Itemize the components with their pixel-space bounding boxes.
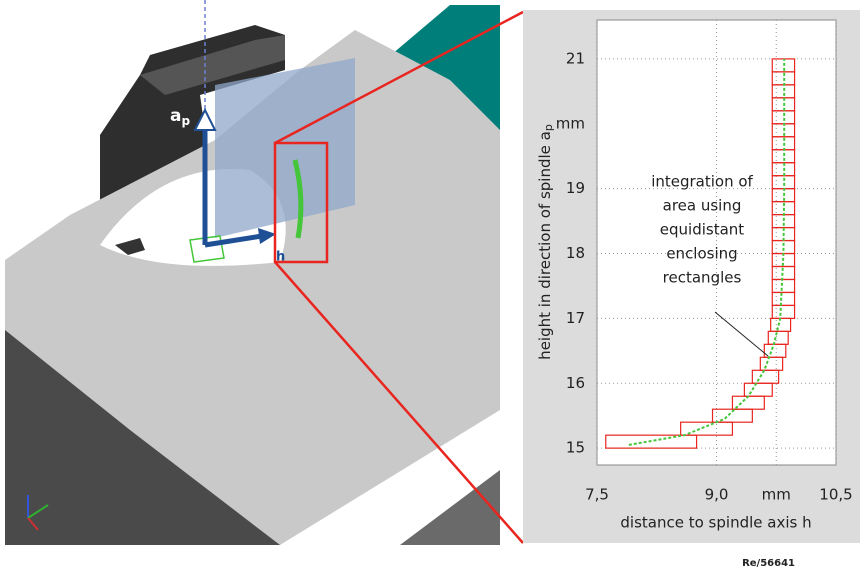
x-tick-label: 9,0: [705, 486, 729, 504]
annotation: rectangles: [663, 269, 742, 287]
x-tick-label: mm: [762, 486, 791, 504]
y-axis-label-sub: p: [542, 124, 555, 131]
y-axis-label-main: height in direction of spindle a: [536, 131, 554, 360]
y-tick-label: 17: [566, 309, 585, 327]
x-tick-label: 7,5: [585, 486, 609, 504]
y-axis-label: height in direction of spindle ap: [536, 124, 556, 360]
y-tick-label: 21: [566, 49, 585, 67]
ap-label-sub: p: [181, 114, 190, 128]
annotation: equidistant: [660, 221, 745, 239]
annotation: integration of: [651, 173, 753, 191]
annotation: area using: [663, 197, 742, 215]
y-tick-label: 18: [566, 244, 585, 262]
scene: ap h: [0, 0, 523, 545]
annotation: enclosing: [666, 245, 737, 263]
figure: ap h height in direction of spindle ap d…: [0, 0, 868, 573]
y-tick-label: mm: [556, 114, 585, 132]
figure-id: Re/56641: [742, 558, 795, 569]
x-tick-label: 10,5: [819, 486, 852, 504]
y-tick-label: 16: [566, 374, 585, 392]
ap-label-main: a: [170, 106, 181, 126]
x-axis-label: distance to spindle axis h: [620, 514, 811, 532]
y-tick-label: 19: [566, 179, 585, 197]
y-tick-label: 15: [566, 439, 585, 457]
plot-area: [597, 20, 836, 465]
